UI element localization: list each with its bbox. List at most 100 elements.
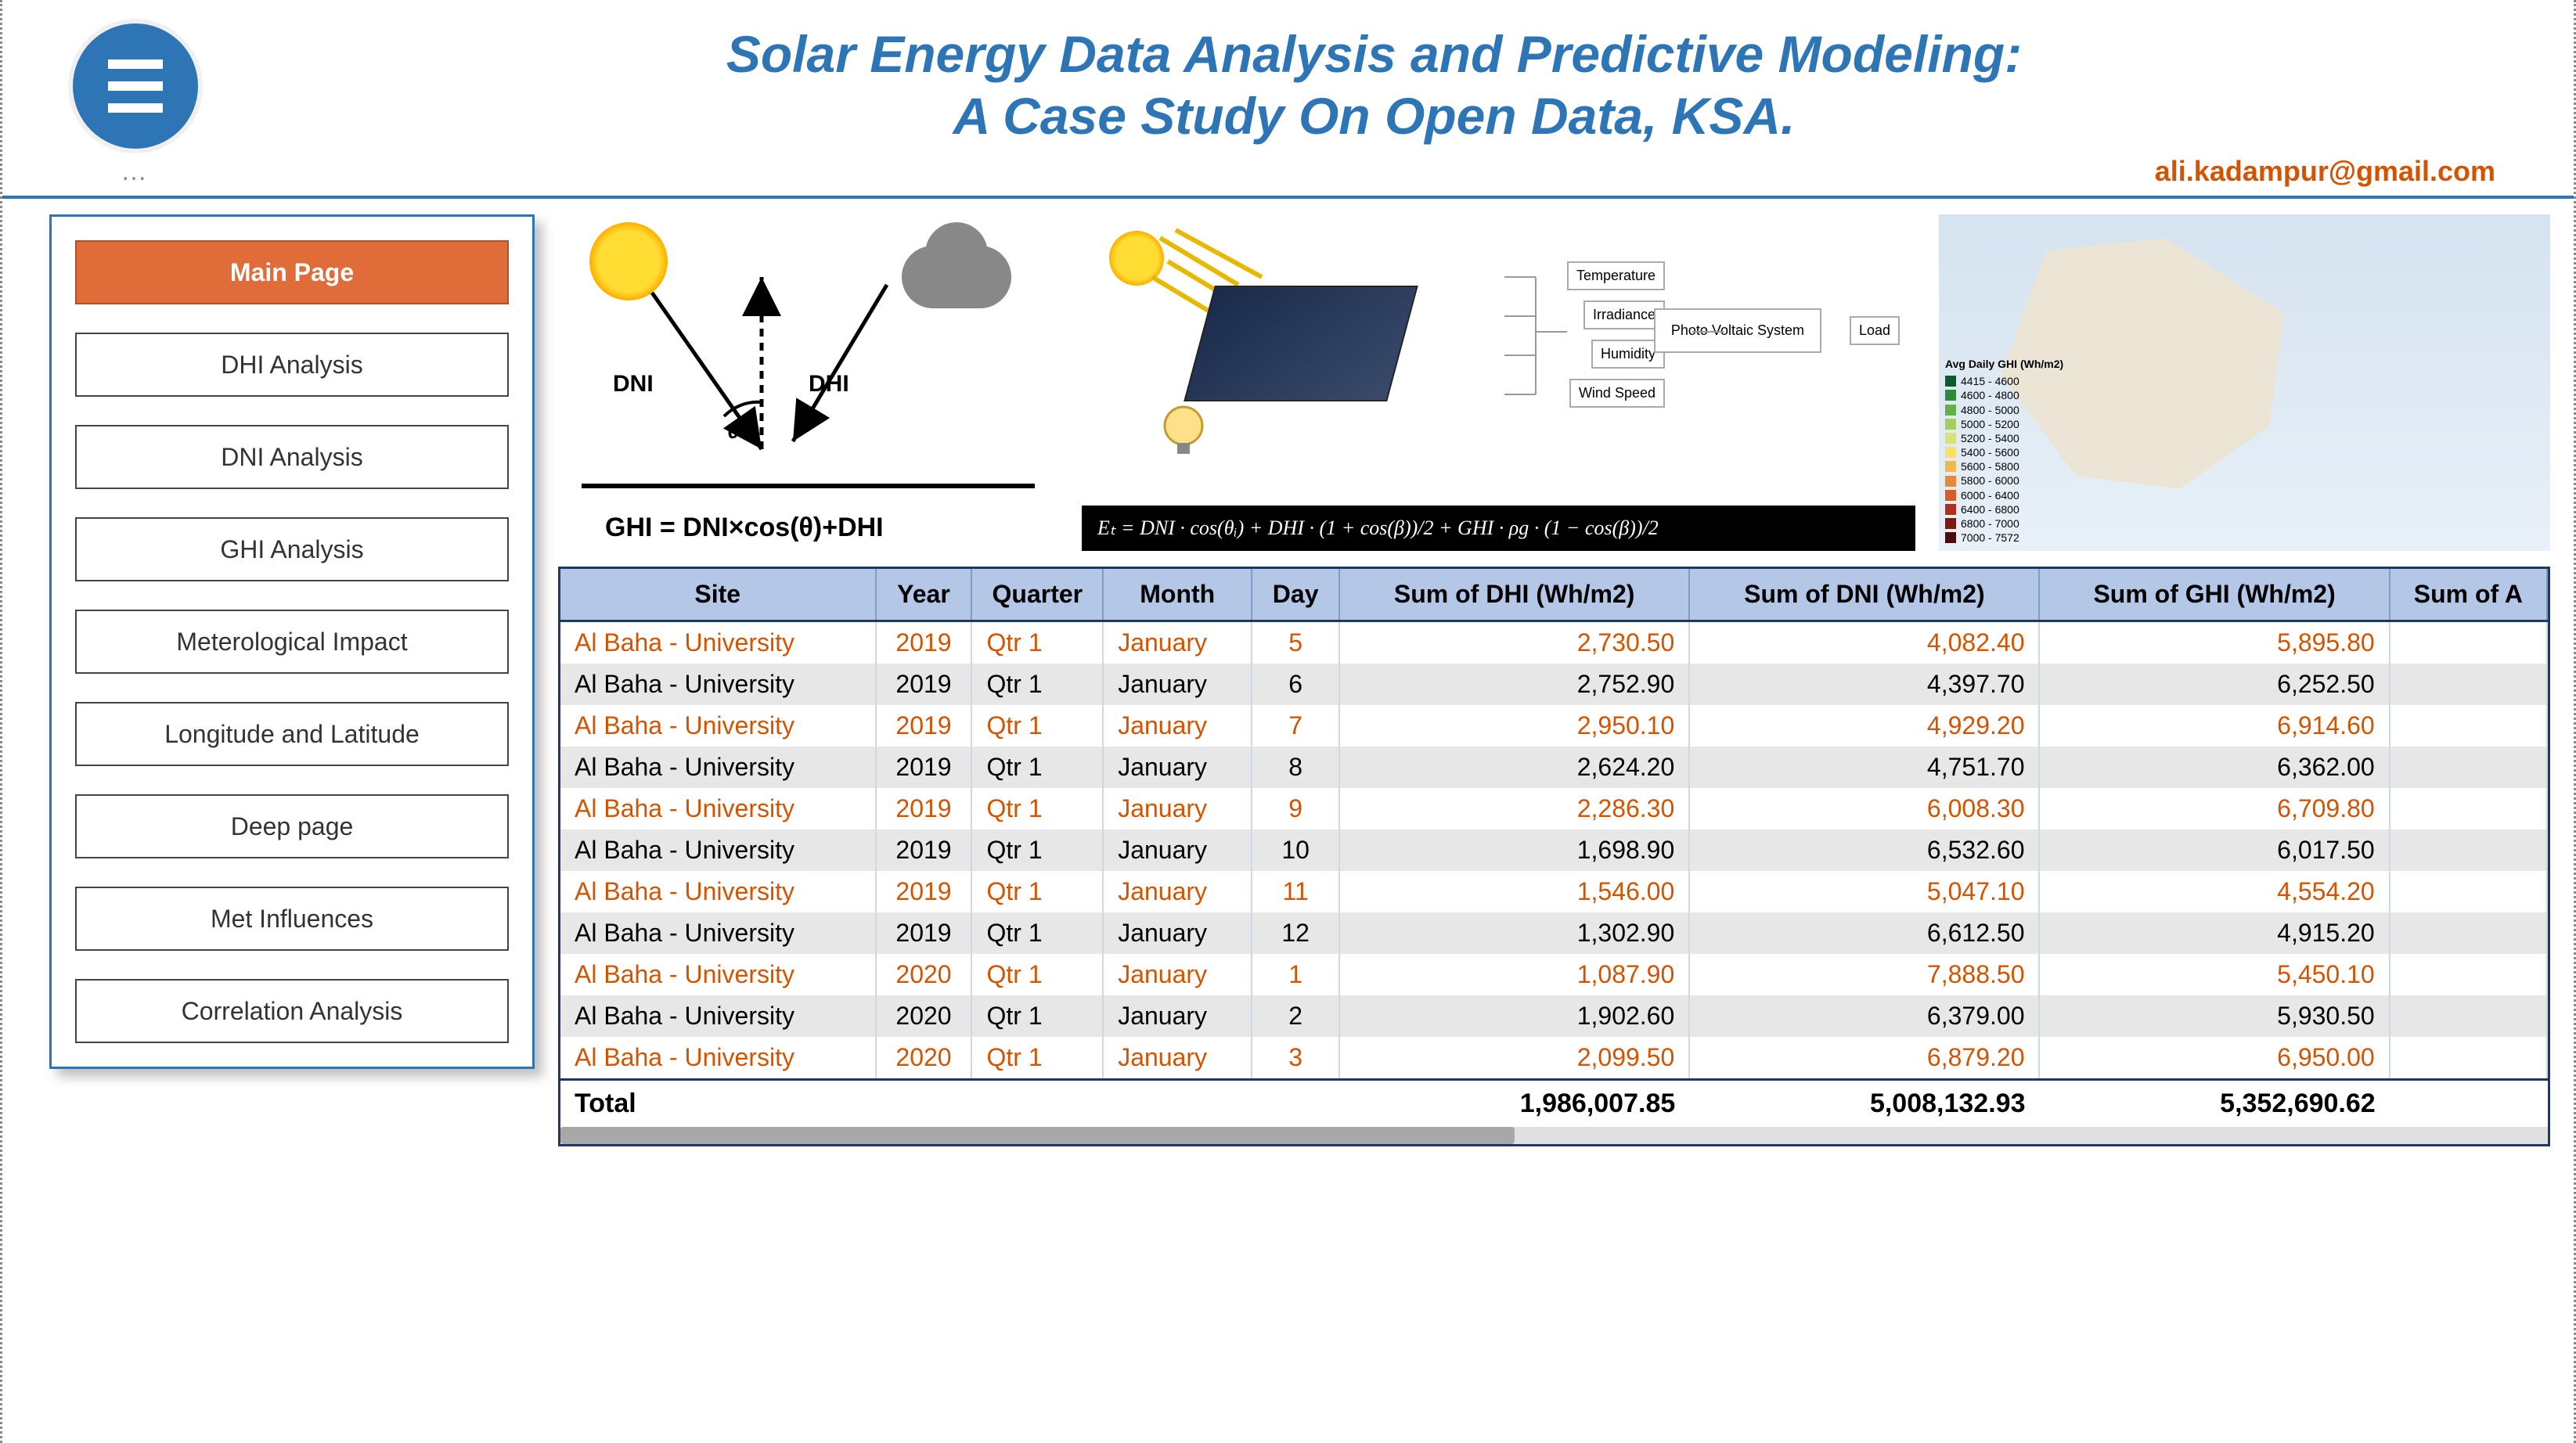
cell: January xyxy=(1103,954,1252,995)
legend-label: 5800 - 6000 xyxy=(1961,473,2019,488)
cell: Qtr 1 xyxy=(971,705,1103,747)
cell: Al Baha - University xyxy=(560,621,876,664)
cell: 2,950.10 xyxy=(1339,705,1689,747)
data-table-container: SiteYearQuarterMonthDaySum of DHI (Wh/m2… xyxy=(558,567,2550,1146)
cell: 7 xyxy=(1252,705,1339,747)
legend-swatch-icon xyxy=(1945,518,1956,529)
sidebar-item-correlation-analysis[interactable]: Correlation Analysis xyxy=(75,979,509,1043)
cell: 3 xyxy=(1252,1037,1339,1080)
legend-swatch-icon xyxy=(1945,447,1956,458)
sidebar-nav: Main Page DHI Analysis DNI Analysis GHI Ana… xyxy=(49,214,535,1069)
legend-swatch-icon xyxy=(1945,461,1956,472)
col-header[interactable]: Sum of DHI (Wh/m2) xyxy=(1339,569,1689,621)
hamburger-bar-icon xyxy=(108,103,163,113)
table-row[interactable]: Al Baha - University2020Qtr 1January32,0… xyxy=(560,1037,2547,1080)
total-dni: 5,008,132.93 xyxy=(1689,1080,2039,1128)
legend-item: 5000 - 5200 xyxy=(1945,417,2063,431)
table-row[interactable]: Al Baha - University2019Qtr 1January72,9… xyxy=(560,705,2547,747)
cell: 6,379.00 xyxy=(1689,995,2039,1037)
table-row[interactable]: Al Baha - University2019Qtr 1January101,… xyxy=(560,829,2547,871)
cell: 6,252.50 xyxy=(2039,664,2389,705)
legend-item: 7000 - 7572 xyxy=(1945,531,2063,545)
table-row[interactable]: Al Baha - University2019Qtr 1January52,7… xyxy=(560,621,2547,664)
sidebar-item-main-page[interactable]: Main Page xyxy=(75,240,509,304)
cell: Qtr 1 xyxy=(971,1037,1103,1080)
sidebar-item-met-influences[interactable]: Met Influences xyxy=(75,887,509,951)
cell: Al Baha - University xyxy=(560,705,876,747)
col-header[interactable]: Year xyxy=(876,569,972,621)
cell: 6,950.00 xyxy=(2039,1037,2389,1080)
col-header[interactable]: Day xyxy=(1252,569,1339,621)
cell: Qtr 1 xyxy=(971,871,1103,912)
more-options-icon[interactable]: … xyxy=(121,157,150,187)
cell: 12 xyxy=(1252,912,1339,954)
legend-swatch-icon xyxy=(1945,490,1956,501)
cell: 2020 xyxy=(876,1037,972,1080)
cell: Qtr 1 xyxy=(971,954,1103,995)
author-email[interactable]: ali.kadampur@gmail.com xyxy=(222,155,2527,188)
total-label: Total xyxy=(560,1080,876,1128)
table-body: Al Baha - University2019Qtr 1January52,7… xyxy=(560,621,2547,1080)
hamburger-bar-icon xyxy=(108,59,163,69)
cell: Al Baha - University xyxy=(560,995,876,1037)
sidebar-item-deep-page[interactable]: Deep page xyxy=(75,794,509,858)
horizontal-scrollbar[interactable] xyxy=(560,1127,2548,1144)
cell: 6,709.80 xyxy=(2039,788,2389,829)
cell: 1,087.90 xyxy=(1339,954,1689,995)
sidebar-item-longitude-and-latitude[interactable]: Longitude and Latitude xyxy=(75,702,509,766)
cell: January xyxy=(1103,705,1252,747)
sidebar-item-dni-analysis[interactable]: DNI Analysis xyxy=(75,425,509,489)
cell: 2,752.90 xyxy=(1339,664,1689,705)
cell: 6,008.30 xyxy=(1689,788,2039,829)
sidebar-item-dhi-analysis[interactable]: DHI Analysis xyxy=(75,333,509,397)
cell: Qtr 1 xyxy=(971,829,1103,871)
legend-label: 5000 - 5200 xyxy=(1961,417,2019,431)
col-header[interactable]: Sum of GHI (Wh/m2) xyxy=(2039,569,2389,621)
cloud-icon xyxy=(902,246,1011,308)
hamburger-menu-button[interactable] xyxy=(73,23,198,149)
legend-label: 7000 - 7572 xyxy=(1961,531,2019,545)
cell xyxy=(2390,705,2547,747)
cell: 2,624.20 xyxy=(1339,747,1689,788)
sidebar-item-ghi-analysis[interactable]: GHI Analysis xyxy=(75,517,509,581)
cell: 2,099.50 xyxy=(1339,1037,1689,1080)
col-header[interactable]: Month xyxy=(1103,569,1252,621)
table-row[interactable]: Al Baha - University2019Qtr 1January82,6… xyxy=(560,747,2547,788)
table-row[interactable]: Al Baha - University2020Qtr 1January21,9… xyxy=(560,995,2547,1037)
ksa-ghi-map: Avg Daily GHI (Wh/m2) 4415 - 46004600 - … xyxy=(1939,214,2550,551)
cell: 2019 xyxy=(876,912,972,954)
legend-label: 4600 - 4800 xyxy=(1961,388,2019,402)
cell: January xyxy=(1103,1037,1252,1080)
cell: January xyxy=(1103,747,1252,788)
col-header[interactable]: Quarter xyxy=(971,569,1103,621)
dhi-label: DHI xyxy=(809,371,849,398)
legend-label: 6000 - 6400 xyxy=(1961,488,2019,502)
cell: Qtr 1 xyxy=(971,995,1103,1037)
sidebar-item-meterological-impact[interactable]: Meterological Impact xyxy=(75,610,509,674)
cell: 2020 xyxy=(876,954,972,995)
cell: 1,546.00 xyxy=(1339,871,1689,912)
cell: January xyxy=(1103,829,1252,871)
col-header[interactable]: Sum of A xyxy=(2390,569,2547,621)
cell: 2,286.30 xyxy=(1339,788,1689,829)
cell: 8 xyxy=(1252,747,1339,788)
col-header[interactable]: Sum of DNI (Wh/m2) xyxy=(1689,569,2039,621)
cell: Al Baha - University xyxy=(560,788,876,829)
ground-line xyxy=(582,484,1035,488)
theta-label: θ xyxy=(727,418,740,444)
cell: 1 xyxy=(1252,954,1339,995)
table-row[interactable]: Al Baha - University2019Qtr 1January111,… xyxy=(560,871,2547,912)
content-area: DNI DHI θ GHI = DNI×cos(θ)+DHI xyxy=(558,214,2550,1146)
table-row[interactable]: Al Baha - University2019Qtr 1January62,7… xyxy=(560,664,2547,705)
cell: 7,888.50 xyxy=(1689,954,2039,995)
cell xyxy=(2390,954,2547,995)
cell: 1,902.60 xyxy=(1339,995,1689,1037)
cell: January xyxy=(1103,621,1252,664)
table-row[interactable]: Al Baha - University2020Qtr 1January11,0… xyxy=(560,954,2547,995)
col-header[interactable]: Site xyxy=(560,569,876,621)
table-row[interactable]: Al Baha - University2019Qtr 1January121,… xyxy=(560,912,2547,954)
table-row[interactable]: Al Baha - University2019Qtr 1January92,2… xyxy=(560,788,2547,829)
cell xyxy=(2390,829,2547,871)
scrollbar-thumb[interactable] xyxy=(560,1127,1515,1144)
cell xyxy=(2390,747,2547,788)
